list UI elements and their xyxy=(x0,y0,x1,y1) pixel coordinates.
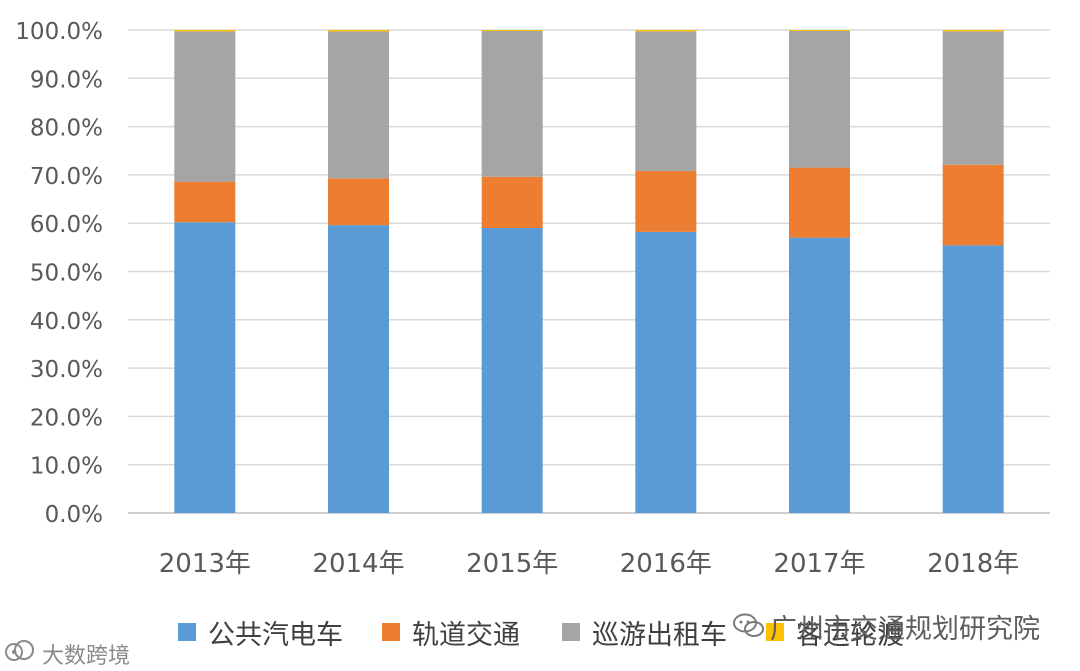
bar-segment xyxy=(789,30,850,168)
legend-label-ferry: 客运轮渡 xyxy=(796,619,904,651)
x-tick-label: 2014年 xyxy=(312,549,404,579)
bar-segment xyxy=(481,30,543,31)
bar-segment xyxy=(789,167,850,238)
y-tick-label: 40.0% xyxy=(30,309,103,335)
x-tick-label: 2018年 xyxy=(927,549,1019,579)
weibo-icon xyxy=(5,640,34,661)
bar-segment xyxy=(942,245,1004,513)
stacked-bar-chart: 0.0% 10.0% 20.0% 30.0% 40.0% 50.0% 60.0% 70.0% 8… xyxy=(15,19,1050,579)
bar-segment xyxy=(635,30,697,32)
legend-swatch-rail xyxy=(382,623,400,641)
x-tick-label: 2015年 xyxy=(466,549,558,579)
y-tick-label: 100.0% xyxy=(15,19,103,45)
bar-segment xyxy=(174,30,236,32)
y-tick-label: 80.0% xyxy=(30,116,103,142)
bar-segment xyxy=(942,164,1004,246)
bar-segment xyxy=(174,181,236,223)
legend-item-ferry: 客运轮渡 xyxy=(766,612,904,652)
legend-swatch-taxi xyxy=(562,623,580,641)
bar-segment xyxy=(481,176,543,229)
bar-segment xyxy=(481,228,543,513)
y-tick-label: 10.0% xyxy=(30,454,103,480)
bar-segment xyxy=(942,31,1004,165)
y-axis-tick-labels: 0.0% 10.0% 20.0% 30.0% 40.0% 50.0% 60.0% 70.0% 8… xyxy=(15,19,103,528)
legend-label-bus: 公共汽电车 xyxy=(208,619,343,651)
bar-segment xyxy=(789,237,850,513)
y-tick-label: 30.0% xyxy=(30,357,103,383)
legend: 公共汽电车 轨道交通 巡游出租车 客运轮渡 xyxy=(0,612,1080,652)
legend-label-taxi: 巡游出租车 xyxy=(592,619,727,651)
bar-segment xyxy=(328,30,389,32)
bar-segment xyxy=(481,30,543,177)
bar-segment xyxy=(328,225,389,513)
x-tick-label: 2016年 xyxy=(620,549,712,579)
bar-segment xyxy=(174,222,236,513)
y-tick-label: 50.0% xyxy=(30,261,103,287)
bar-segment xyxy=(328,31,389,179)
legend-item-bus: 公共汽电车 xyxy=(178,612,343,652)
bar-segment xyxy=(174,31,236,182)
bars xyxy=(174,30,1004,514)
bar-segment xyxy=(942,30,1004,32)
bar-segment xyxy=(635,31,697,172)
legend-swatch-bus xyxy=(178,623,196,641)
x-tick-label: 2017年 xyxy=(773,549,865,579)
watermark-institute: 广州市交通规划研究院 xyxy=(770,614,1040,645)
bar-segment xyxy=(328,178,389,226)
legend-swatch-ferry xyxy=(766,623,784,641)
y-tick-label: 90.0% xyxy=(30,67,103,93)
x-tick-label: 2013年 xyxy=(159,549,251,579)
y-tick-label: 20.0% xyxy=(30,405,103,431)
wechat-icon xyxy=(733,613,764,637)
y-tick-label: 70.0% xyxy=(30,164,103,190)
legend-item-taxi: 巡游出租车 xyxy=(562,612,727,652)
bar-segment xyxy=(789,30,850,31)
y-tick-label: 60.0% xyxy=(30,212,103,238)
watermark-brand: 大数跨境 xyxy=(42,644,131,669)
legend-item-rail: 轨道交通 xyxy=(382,612,520,652)
legend-label-rail: 轨道交通 xyxy=(412,619,520,651)
bar-segment xyxy=(635,171,697,232)
y-tick-label: 0.0% xyxy=(45,502,103,528)
grid-lines xyxy=(128,29,1050,514)
bar-segment xyxy=(635,231,697,514)
x-axis-tick-labels: 2013年 2014年 2015年 2016年 2017年 2018年 xyxy=(159,549,1020,579)
